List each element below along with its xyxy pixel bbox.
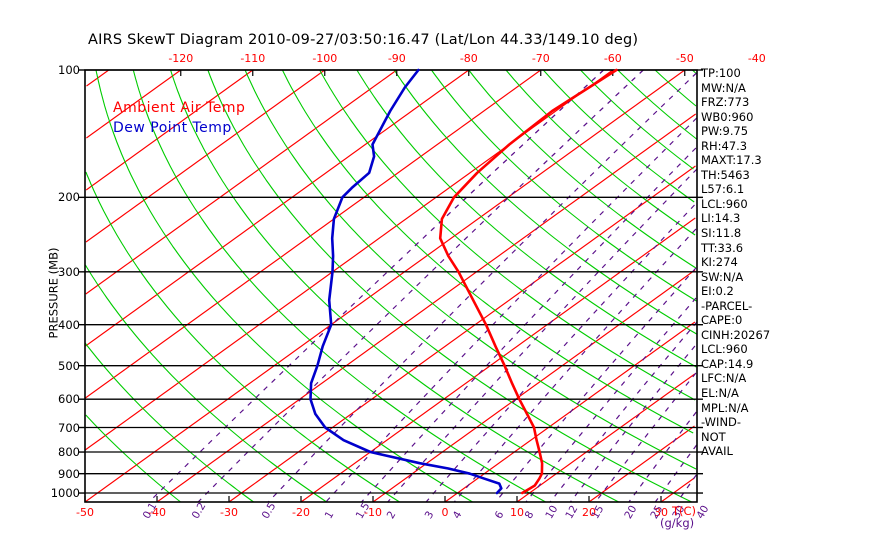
parameter-readout: CINH:20267 — [701, 327, 771, 342]
parameter-readout: LI:14.3 — [701, 211, 741, 226]
parameter-readout: TP:100 — [701, 66, 741, 80]
parameter-readout: AVAIL — [701, 444, 733, 459]
bottom-temperature-tick-label: -50 — [76, 506, 94, 519]
parameter-readout: LCL:960 — [701, 196, 748, 211]
bottom-temperature-tick-label: 30 — [654, 506, 668, 519]
pressure-tick-label: 200 — [58, 190, 80, 205]
legend-dew-point-temp: Dew Point Temp — [113, 120, 232, 136]
pressure-tick-label: 900 — [58, 466, 80, 481]
top-axis-tick-label: -100 — [312, 52, 338, 65]
pressure-tick-label: 600 — [58, 392, 80, 407]
bottom-temperature-tick-label: 20 — [582, 506, 596, 519]
bottom-temperature-tick-label: -20 — [292, 506, 310, 519]
parameter-readout: EL:N/A — [701, 386, 739, 401]
bottom-temperature-tick-label: 0 — [441, 506, 449, 519]
top-axis-tick-label: -70 — [531, 52, 550, 65]
mixing-ratio-unit-label: (g/kg) — [660, 516, 695, 530]
plot-frame — [84, 69, 698, 503]
top-axis-tick-label: -50 — [675, 52, 694, 65]
parameter-readout: SW:N/A — [701, 269, 744, 284]
top-axis-tick-label: -90 — [387, 52, 406, 65]
sounding-parameters-panel: TP:100 MW:N/A FRZ:773 WB0:960 PW:9.75 RH:47.3… — [701, 66, 796, 459]
top-axis-tick-label: -110 — [240, 52, 266, 65]
parameter-readout: EI:0.2 — [701, 284, 734, 299]
parameter-readout: -PARCEL- — [701, 298, 753, 313]
top-axis-tick-label: -80 — [459, 52, 478, 65]
parameter-readout: LCL:960 — [701, 342, 748, 357]
parameter-readout: MPL:N/A — [701, 400, 749, 415]
pressure-tick-label: 300 — [58, 264, 80, 279]
pressure-tick-label: 800 — [58, 445, 80, 459]
axis-tick-marks — [79, 69, 703, 502]
pressure-tick-label: 1000 — [50, 486, 80, 500]
bottom-temperature-tick-label: -10 — [364, 506, 382, 519]
parameter-readout: PW:9.75 — [701, 124, 749, 139]
parameter-readout: -WIND- — [701, 415, 742, 430]
top-axis-tick-label: -60 — [603, 52, 622, 65]
dry-adiabat-lines — [84, 69, 697, 503]
top-axis-tick-label: -120 — [168, 52, 194, 65]
sounding-curves — [309, 68, 618, 495]
parameter-readout: MW:N/A — [701, 80, 746, 95]
parameter-readout: LFC:N/A — [701, 371, 747, 386]
page-title: AIRS SkewT Diagram 2010-09-27/03:50:16.4… — [88, 32, 639, 48]
parameter-readout: NOT — [701, 429, 726, 444]
parameter-readout: TT:33.6 — [701, 240, 744, 255]
parameter-readout: L57:6.1 — [701, 182, 745, 197]
parameter-readout: SI:11.8 — [701, 226, 742, 241]
bottom-temperature-tick-label: -40 — [148, 506, 166, 519]
temperature-unit-label: T(C) — [672, 504, 697, 518]
parameter-readout: WB0:960 — [701, 109, 754, 124]
parameter-readout: TH:5463 — [701, 167, 750, 182]
parameter-readout: CAPE:0 — [701, 313, 743, 328]
pressure-axis-title: PRESSURE (MB) — [46, 247, 61, 339]
parameter-readout: CAP:14.9 — [701, 356, 754, 371]
legend-ambient-air-temp: Ambient Air Temp — [113, 100, 246, 116]
parameter-readout: FRZ:773 — [701, 95, 750, 110]
parameter-readout: MAXT:17.3 — [701, 153, 762, 168]
parameter-readout: RH:47.3 — [701, 138, 748, 153]
top-axis-tick-label: -40 — [747, 52, 766, 65]
bottom-temperature-tick-label: -30 — [220, 506, 238, 519]
pressure-tick-label: 700 — [58, 420, 80, 435]
parameter-readout: KI:274 — [701, 255, 738, 270]
pressure-tick-label: 500 — [58, 358, 80, 373]
isotherm-lines — [84, 69, 697, 503]
bottom-temperature-tick-label: 10 — [510, 506, 524, 519]
pressure-tick-label: 100 — [58, 63, 80, 77]
pressure-tick-label: 400 — [58, 317, 80, 332]
